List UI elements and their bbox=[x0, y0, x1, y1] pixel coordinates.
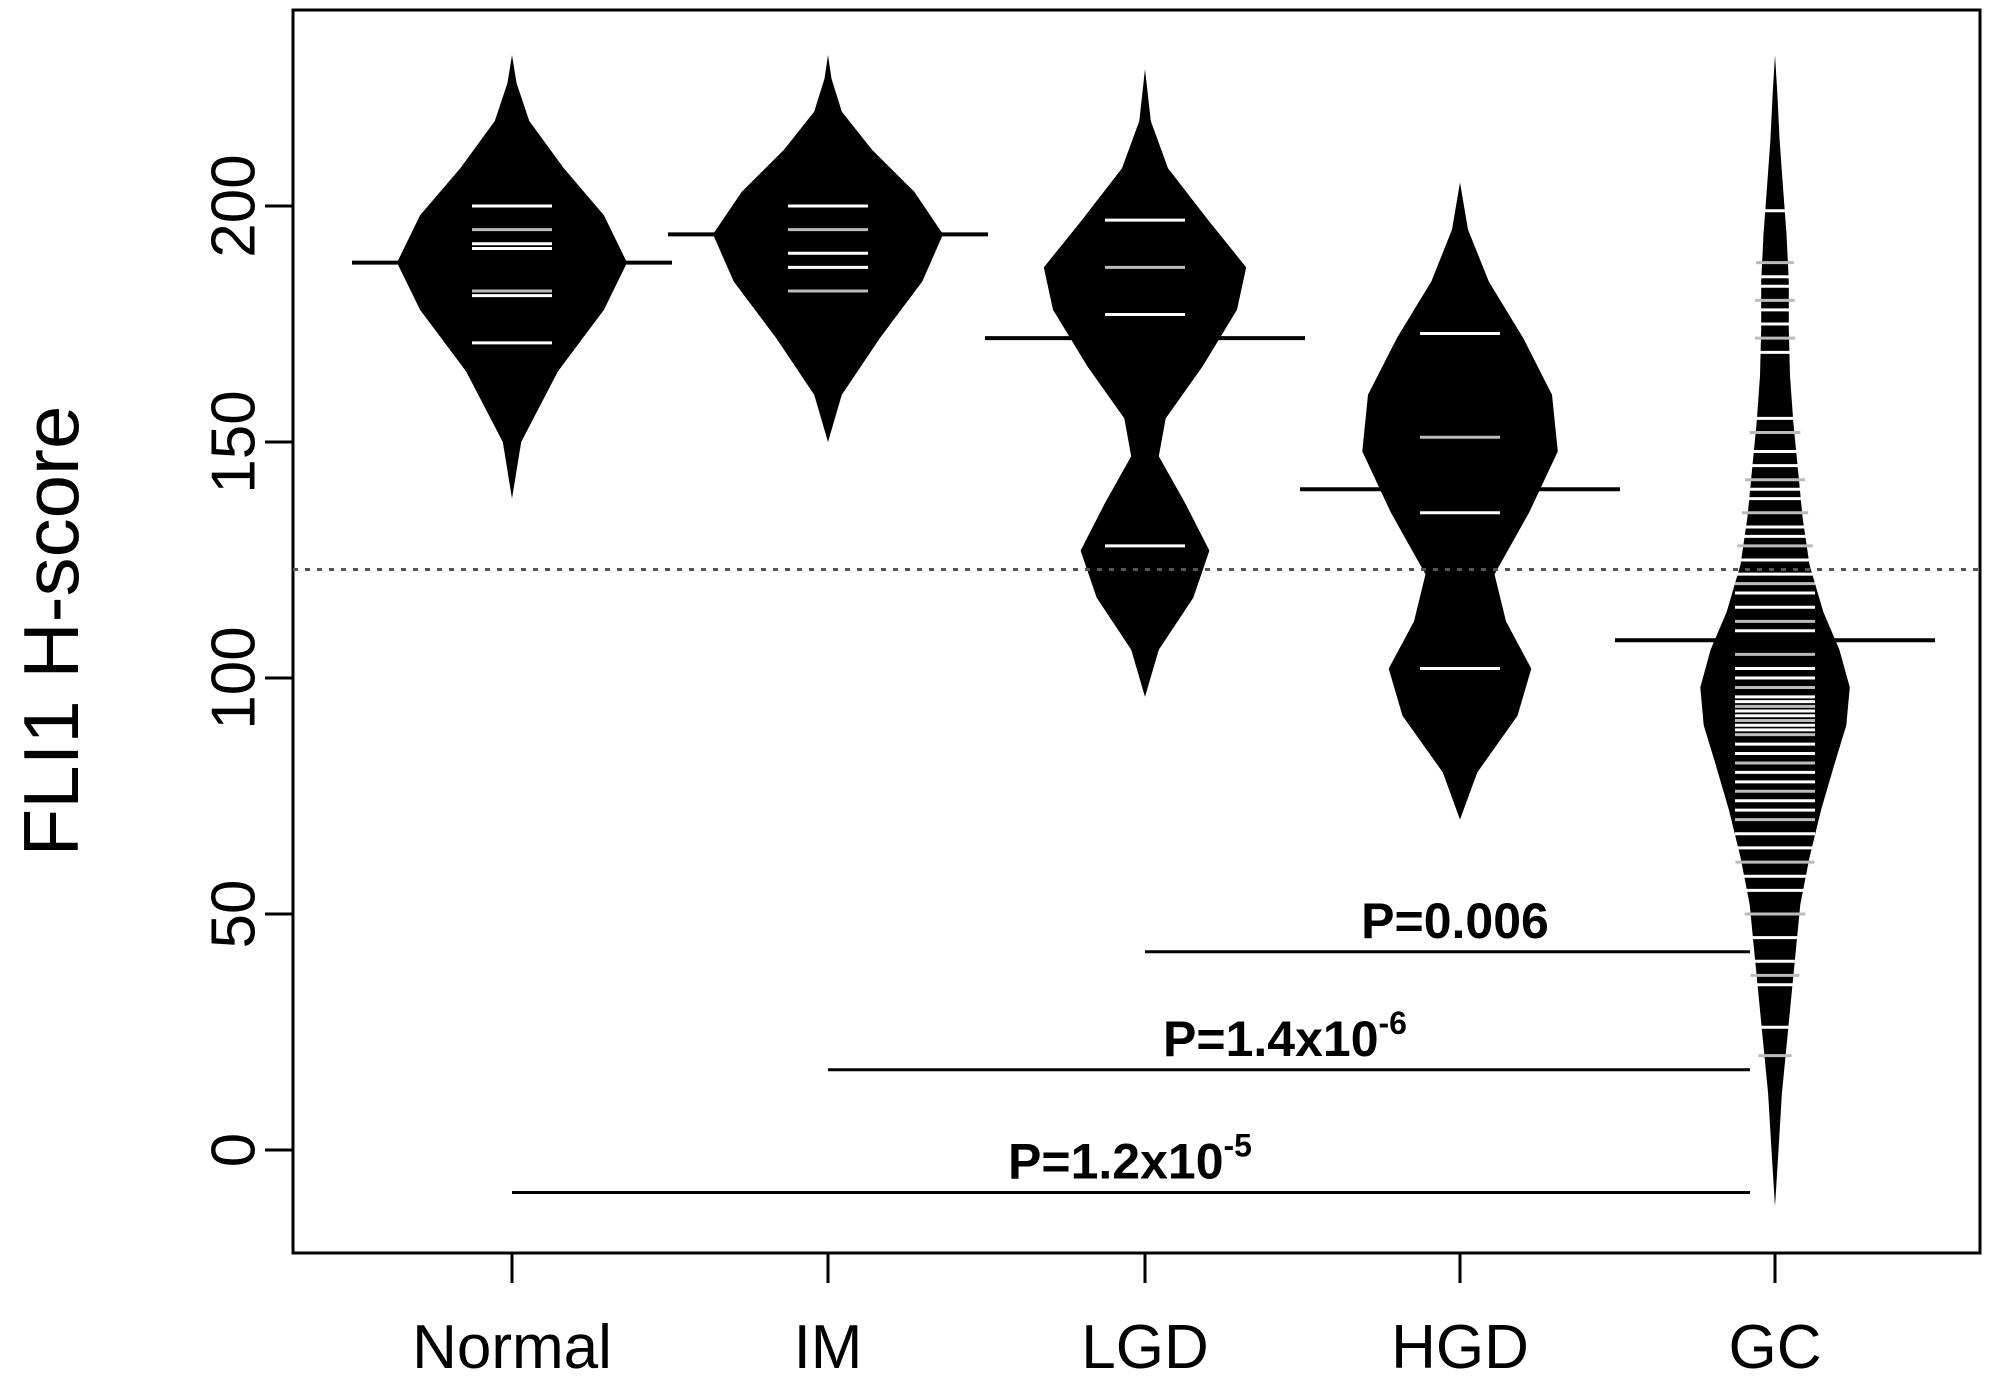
y-tick-label: 200 bbox=[199, 154, 268, 257]
bean-hgd bbox=[1362, 182, 1558, 820]
x-tick-label: IM bbox=[794, 1313, 863, 1382]
y-tick-label: 100 bbox=[199, 626, 268, 729]
y-tick-label: 150 bbox=[199, 390, 268, 493]
y-axis: 0 50 100 150 200 bbox=[199, 154, 293, 1167]
group-means-layer bbox=[352, 232, 1935, 643]
x-tick-label: GC bbox=[1729, 1313, 1822, 1382]
bean-normal bbox=[397, 55, 627, 499]
x-tick-label: Normal bbox=[412, 1313, 612, 1382]
bean-im bbox=[713, 55, 943, 442]
p-value-label: P=1.4x10-6 bbox=[1163, 1005, 1407, 1067]
x-tick-label: HGD bbox=[1391, 1313, 1529, 1382]
beans-layer bbox=[397, 55, 1850, 1207]
comparisons-layer: P=0.006 P=1.4x10-6 P=1.2x10-5 bbox=[512, 893, 1750, 1194]
y-axis-title: FLI1 H-score bbox=[7, 406, 95, 857]
plot-frame bbox=[291, 8, 1982, 1255]
y-tick-label: 0 bbox=[199, 1133, 268, 1167]
p-value-label: P=1.2x10-5 bbox=[1008, 1127, 1252, 1189]
bean-lgd bbox=[1043, 69, 1247, 697]
x-axis: Normal IM LGD HGD GC bbox=[412, 1253, 1822, 1382]
y-tick-label: 50 bbox=[199, 880, 268, 949]
x-tick-label: LGD bbox=[1081, 1313, 1208, 1382]
p-value-label: P=0.006 bbox=[1361, 893, 1549, 949]
